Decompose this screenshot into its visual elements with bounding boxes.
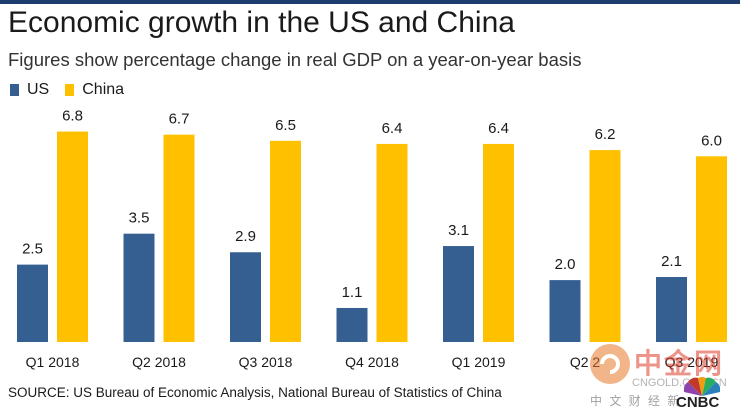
legend-item-us: US [10,81,49,99]
bar-china-6 [696,156,727,342]
data-label-china-3: 6.4 [382,120,403,137]
data-label-china-4: 6.4 [488,120,509,137]
chart-legend: US China [10,80,140,100]
legend-item-china: China [65,81,124,99]
data-label-us-4: 3.1 [448,222,469,239]
data-label-china-5: 6.2 [595,126,616,143]
bar-china-5 [589,150,621,342]
data-label-us-0: 2.5 [22,241,43,258]
chart-title: Economic growth in the US and China [8,6,515,39]
top-accent-bar [0,0,740,4]
chart-subtitle: Figures show percentage change in real G… [8,49,582,70]
bar-china-2 [270,140,301,342]
category-label-6: Q3 2019 [665,354,719,370]
data-label-us-1: 3.5 [129,210,150,227]
legend-label-us: US [27,81,50,98]
bar-us-4 [443,246,474,342]
legend-swatch-us [10,84,19,96]
data-label-us-2: 2.9 [235,228,256,245]
bar-us-3 [336,307,368,342]
legend-label-china: China [82,81,125,98]
category-label-1: Q2 2018 [132,354,186,370]
data-label-us-6: 2.1 [661,253,682,270]
category-label-3: Q4 2018 [345,354,399,370]
data-label-us-3: 1.1 [342,284,363,301]
bar-china-3 [376,143,408,342]
data-label-china-2: 6.5 [275,117,296,134]
bar-us-0 [17,264,48,342]
data-label-china-0: 6.8 [62,108,83,125]
bar-china-4 [483,143,514,342]
data-label-china-1: 6.7 [169,111,190,128]
bar-us-1 [123,233,155,342]
bar-us-5 [549,280,581,342]
bar-china-1 [163,134,195,342]
bar-china-0 [57,131,88,342]
category-label-4: Q1 2019 [452,354,506,370]
bar-us-6 [656,277,687,342]
category-label-2: Q3 2018 [239,354,293,370]
bar-us-2 [230,252,261,342]
category-label-0: Q1 2018 [26,354,80,370]
data-label-china-6: 6.0 [701,132,722,149]
data-label-us-5: 2.0 [555,256,576,273]
category-label-5: Q2 2 [570,354,601,370]
legend-swatch-china [65,84,75,96]
source-note: SOURCE: US Bureau of Economic Analysis, … [8,385,502,400]
